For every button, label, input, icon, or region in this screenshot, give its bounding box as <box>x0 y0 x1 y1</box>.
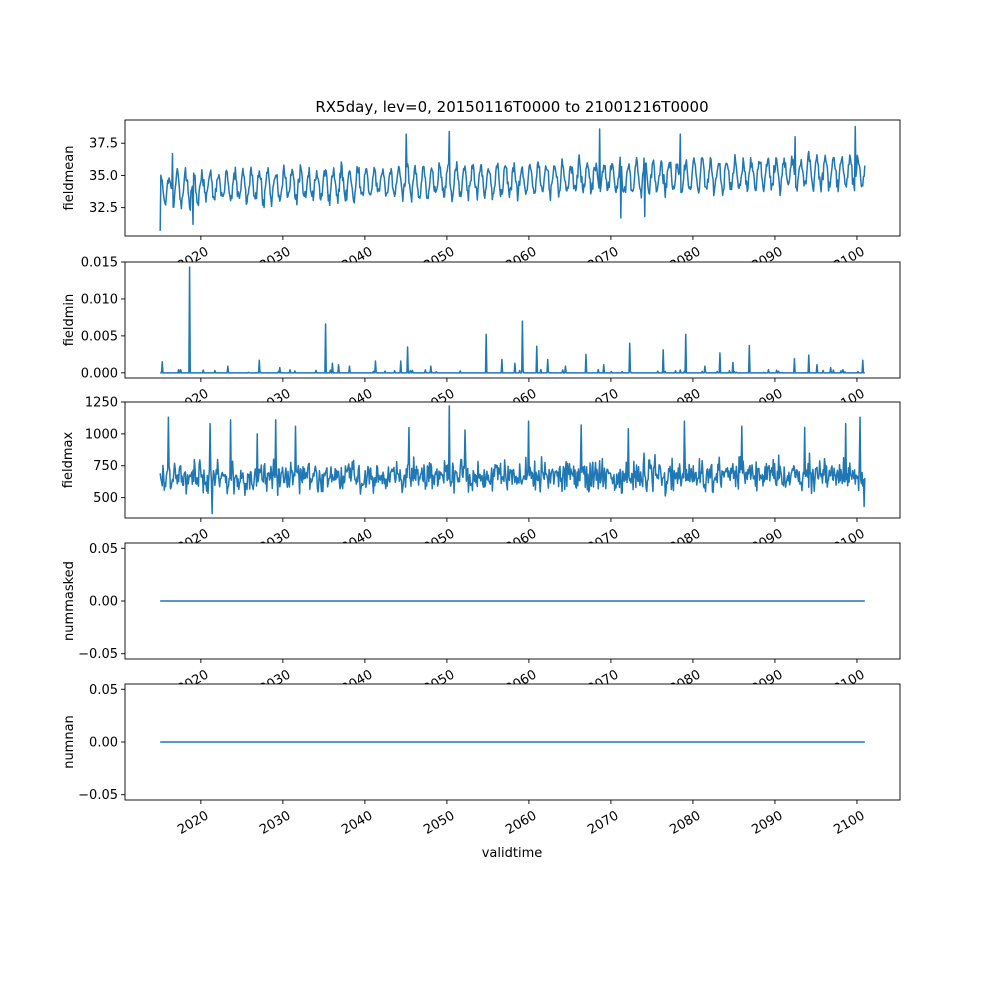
y-tick-label: 0.015 <box>81 256 118 271</box>
series-line-fieldmax <box>159 405 866 515</box>
y-tick-label: 35.0 <box>89 169 118 184</box>
y-axis-label-fieldmax: fieldmax <box>61 432 76 489</box>
y-tick-label: 0.00 <box>89 595 118 610</box>
y-tick-label: −0.05 <box>78 788 118 803</box>
axes-frame <box>124 261 901 379</box>
y-axis-label-nummasked: nummasked <box>62 561 77 641</box>
y-tick-label: 1000 <box>85 427 118 442</box>
y-tick-label: 37.5 <box>89 137 118 152</box>
y-tick-label: 0.05 <box>89 683 118 698</box>
chart-title: RX5day, lev=0, 20150116T0000 to 21001216… <box>315 98 708 116</box>
y-axis-label-fieldmean: fieldmean <box>62 146 77 211</box>
y-tick-label: −0.05 <box>78 647 118 662</box>
y-tick-label: 1250 <box>85 396 118 411</box>
y-tick-label: 750 <box>93 459 118 474</box>
y-axis-label-fieldmin: fieldmin <box>62 294 77 347</box>
y-axis-label-numnan: numnan <box>62 715 77 769</box>
axes-frame <box>124 119 901 237</box>
x-axis-label: validtime <box>482 846 543 861</box>
y-tick-label: 0.005 <box>81 329 118 344</box>
y-tick-label: 0.000 <box>81 366 118 381</box>
series-line-fieldmin <box>160 266 865 374</box>
y-tick-label: 0.05 <box>89 542 118 557</box>
y-tick-label: 0.010 <box>81 292 118 307</box>
y-tick-label: 32.5 <box>89 201 118 216</box>
y-tick-label: 0.00 <box>89 736 118 751</box>
y-tick-label: 500 <box>93 491 118 506</box>
series-line-fieldmean <box>159 125 866 231</box>
axes-frame <box>124 401 901 519</box>
